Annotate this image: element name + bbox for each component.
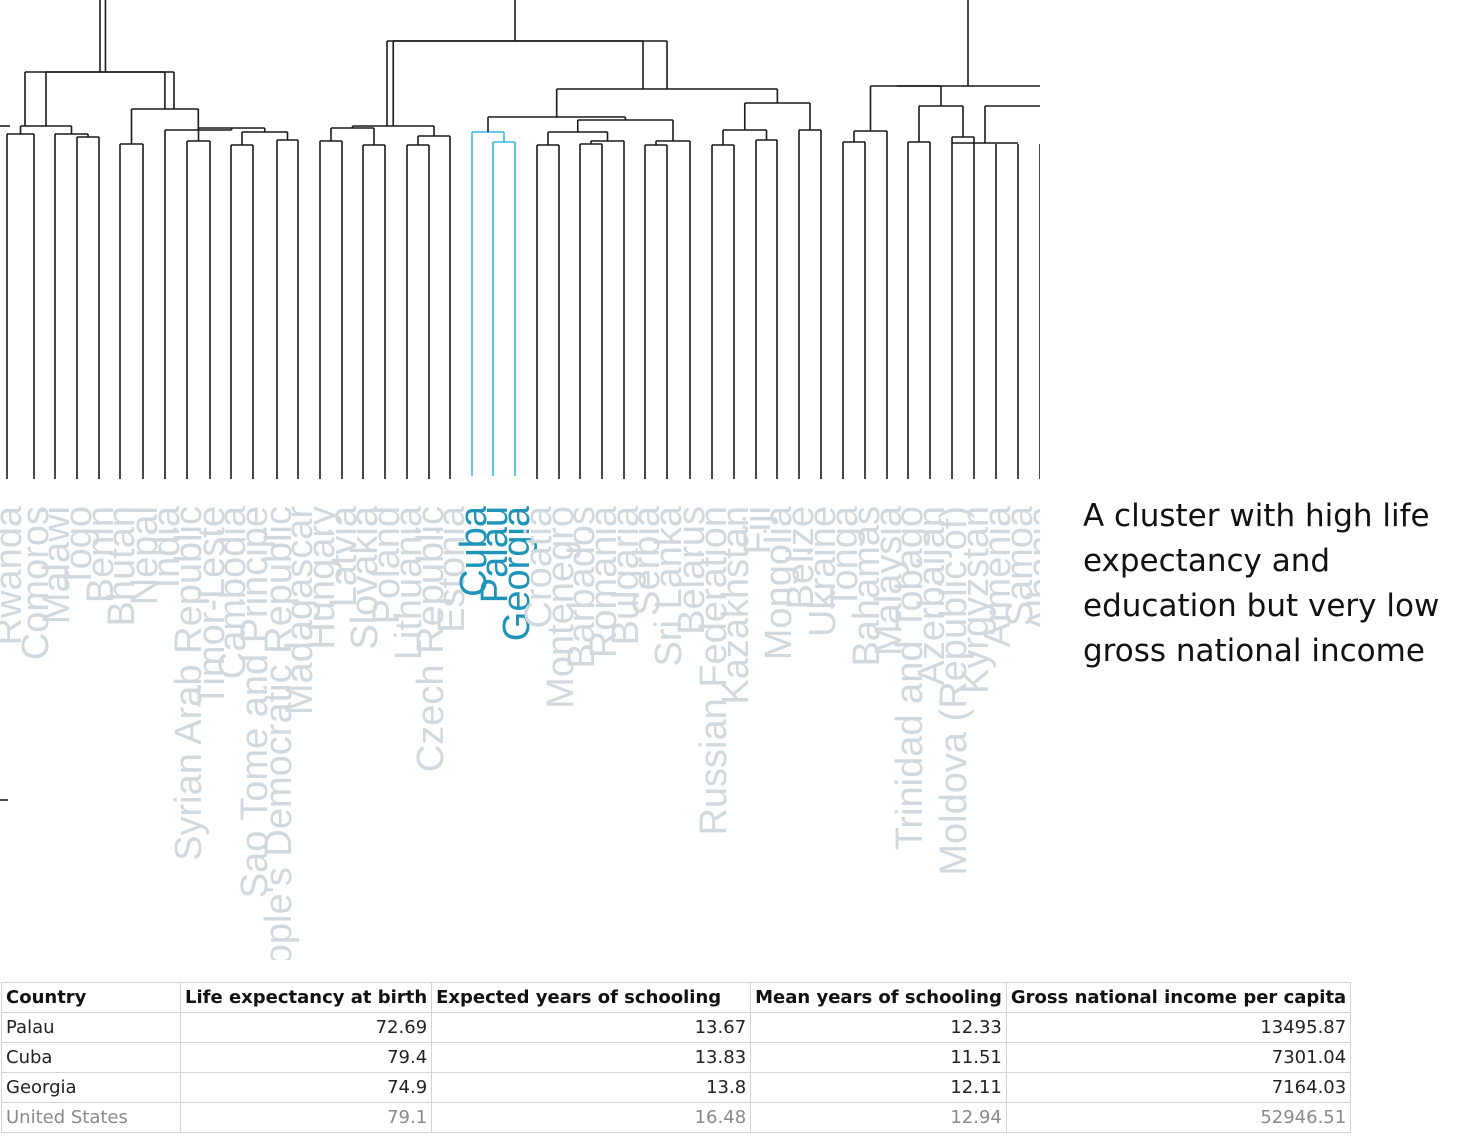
leaf-label: Barbados [561, 506, 603, 669]
cluster-annotation: A cluster with high life expectancy and … [1083, 494, 1453, 674]
annotation-line: education but very low [1083, 588, 1440, 624]
leaf-label: Sao Tome and Principe [234, 506, 276, 898]
leaf-label: Madagascar [279, 506, 321, 715]
leaf-label: Mongolia [758, 505, 800, 660]
dendrogram-branches [0, 0, 1040, 801]
cell-expected-schooling: 13.83 [431, 1042, 752, 1073]
leaf-label: Rwanda [0, 505, 30, 645]
leaf-label: Moldova (Republic of) [933, 506, 975, 876]
cell-gni: 7301.04 [1005, 1042, 1352, 1073]
leaf-label: Ukraine [802, 506, 844, 637]
leaf-label: Cambodia [212, 505, 254, 679]
cell-life-expectancy: 79.1 [179, 1102, 433, 1133]
annotation-line: A cluster with high life [1083, 498, 1430, 534]
table-row: United States 79.1 16.48 12.94 52946.51 [1, 1102, 1352, 1133]
cell-gni: 52946.51 [1005, 1102, 1352, 1133]
leaf-label: Bahamas [846, 506, 888, 667]
leaf-label: Benin [80, 506, 122, 603]
leaf-label: Samoa [999, 505, 1040, 626]
table-row: Palau 72.69 13.67 12.33 13495.87 [1, 1012, 1352, 1043]
leaf-label: Montenegro [540, 506, 582, 709]
leaf-label: Tonga [824, 505, 866, 609]
cell-life-expectancy: 72.69 [179, 1012, 433, 1043]
leaf-label: Georgia [496, 505, 538, 641]
leaf-label: Comoros [15, 506, 57, 660]
leaf-label: Fiji [737, 506, 779, 555]
leaf-label: India [146, 505, 188, 588]
leaf-label: Bhutan [101, 506, 143, 626]
table-header-row: Country Life expectancy at birth Expecte… [1, 982, 1352, 1013]
leaf-label: Kazakhstan [715, 506, 757, 705]
cell-mean-schooling: 12.33 [750, 1012, 1007, 1043]
cell-expected-schooling: 13.67 [431, 1012, 752, 1043]
leaf-label: Hungary [301, 506, 343, 650]
leaf-label: Lao People's Democratic Republic [258, 506, 300, 960]
leaf-label: Kyrgyzstan [955, 506, 997, 694]
cell-life-expectancy: 79.4 [179, 1042, 433, 1073]
leaf-label: Azerbaijan [911, 506, 953, 686]
leaf-label: Belize [780, 506, 822, 610]
header-life-expectancy: Life expectancy at birth [179, 982, 433, 1013]
cell-life-expectancy: 74.9 [179, 1072, 433, 1103]
dendrogram: RwandaComorosMalawiTogoBeninBhutanNepalI… [0, 0, 1040, 960]
leaf-label: Albania [1021, 505, 1040, 633]
leaf-label: Russian Federation [693, 506, 735, 836]
cell-expected-schooling: 13.8 [431, 1072, 752, 1103]
leaf-label: Serbia [626, 505, 668, 616]
table-row: Georgia 74.9 13.8 12.11 7164.03 [1, 1072, 1352, 1103]
cell-mean-schooling: 12.11 [750, 1072, 1007, 1103]
leaf-label: Trinidad and Tobago [889, 506, 931, 850]
leaf-label: Croatia [518, 505, 560, 628]
annotation-line: gross national income [1083, 633, 1425, 669]
annotation-line: expectancy and [1083, 543, 1331, 579]
cell-country: Cuba [1, 1042, 181, 1073]
dendrogram-leaf-labels: RwandaComorosMalawiTogoBeninBhutanNepalI… [0, 505, 1040, 960]
leaf-label: Czech Republic [410, 506, 452, 772]
header-country: Country [1, 982, 181, 1013]
leaf-label: Romania [583, 505, 625, 658]
leaf-label: Lithuania [388, 505, 430, 660]
cell-mean-schooling: 12.94 [750, 1102, 1007, 1133]
leaf-label: Armenia [977, 505, 1019, 647]
leaf-label: Latvia [323, 505, 365, 607]
header-expected-schooling: Expected years of schooling [431, 982, 752, 1013]
leaf-label: Sri Lanka [648, 505, 690, 666]
cell-country: Palau [1, 1012, 181, 1043]
leaf-label: Syrian Arab Republic [168, 506, 210, 861]
leaf-label: Cuba [453, 505, 495, 597]
cell-country: United States [1, 1102, 181, 1133]
leaf-label: Estonia [431, 505, 473, 633]
header-gni: Gross national income per capita [1005, 982, 1352, 1013]
cell-gni: 13495.87 [1005, 1012, 1352, 1043]
leaf-label: Malaysia [868, 505, 910, 656]
cell-country: Georgia [1, 1072, 181, 1103]
cell-mean-schooling: 11.51 [750, 1042, 1007, 1073]
table-row: Cuba 79.4 13.83 11.51 7301.04 [1, 1042, 1352, 1073]
leaf-label: Timor-Leste [191, 506, 233, 707]
cell-expected-schooling: 16.48 [431, 1102, 752, 1133]
country-stats-table: Country Life expectancy at birth Expecte… [1, 982, 1352, 1133]
cell-gni: 7164.03 [1005, 1072, 1352, 1103]
leaf-label: Malawi [36, 506, 78, 624]
header-mean-schooling: Mean years of schooling [750, 982, 1007, 1013]
leaf-label: Poland [366, 506, 408, 624]
leaf-label: Nepal [124, 506, 166, 605]
leaf-label: Belarus [671, 506, 713, 635]
leaf-label: Slovakia [344, 505, 386, 649]
leaf-label: Palau [474, 506, 516, 603]
leaf-label: Togo [58, 506, 100, 588]
leaf-label: Bulgaria [605, 505, 647, 645]
